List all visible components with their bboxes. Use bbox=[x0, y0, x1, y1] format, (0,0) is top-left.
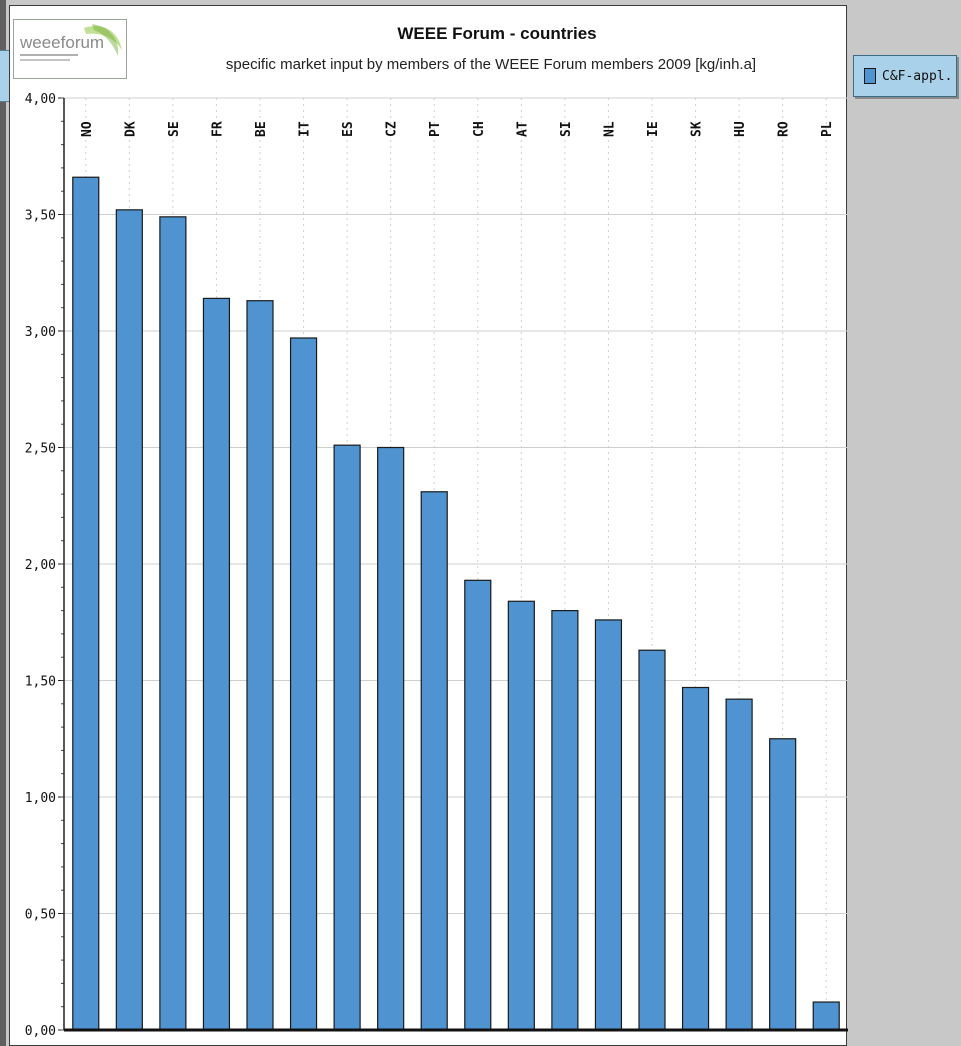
bar-sk bbox=[681, 686, 710, 1031]
y-tick-label: 2,00 bbox=[25, 558, 56, 573]
grid-layer bbox=[64, 97, 848, 1030]
bars-layer bbox=[72, 176, 840, 1031]
bar-ie bbox=[638, 649, 666, 1031]
logo-weee-text: weeeforum bbox=[19, 33, 104, 52]
bar-nl bbox=[594, 619, 623, 1031]
category-label-hu: HU bbox=[733, 121, 748, 137]
bar-si bbox=[551, 609, 579, 1031]
category-label-no: NO bbox=[80, 121, 95, 137]
y-tick-label: 3,00 bbox=[25, 325, 56, 340]
category-label-nl: NL bbox=[602, 121, 617, 137]
category-label-dk: DK bbox=[123, 121, 138, 137]
legend-swatch-cf-appl bbox=[864, 68, 876, 84]
bar-no bbox=[72, 176, 100, 1031]
window-left-edge bbox=[0, 0, 6, 1046]
category-label-ie: IE bbox=[646, 121, 661, 137]
bar-fr bbox=[202, 297, 231, 1031]
bar-pt bbox=[420, 491, 448, 1031]
y-tick-label: 4,00 bbox=[25, 92, 56, 107]
category-label-si: SI bbox=[559, 121, 574, 137]
bar-dk bbox=[115, 209, 143, 1031]
category-label-ch: CH bbox=[472, 121, 487, 137]
bar-ch bbox=[464, 579, 492, 1031]
category-label-es: ES bbox=[341, 121, 356, 137]
chart-title: WEEE Forum - countries bbox=[397, 24, 596, 43]
labels-layer: 0,00 0,50 1,00 1,50 2,00 2,50 3,00 3,50 4,00 NO DK… bbox=[25, 92, 836, 1039]
logo-graphic: weeeforum bbox=[19, 24, 122, 61]
category-label-cz: CZ bbox=[385, 121, 400, 137]
category-label-at: AT bbox=[515, 121, 530, 137]
bar-cz bbox=[377, 446, 405, 1031]
category-label-sk: SK bbox=[690, 121, 705, 137]
y-tick-label: 2,50 bbox=[25, 442, 56, 457]
chart-subtitle: specific market input by members of the … bbox=[226, 56, 756, 73]
bar-at bbox=[507, 600, 535, 1031]
y-tick-label: 0,00 bbox=[25, 1024, 56, 1039]
category-label-pl: PL bbox=[820, 121, 835, 137]
bar-se bbox=[159, 216, 187, 1031]
axes-layer bbox=[58, 97, 848, 1032]
y-tick-label: 3,50 bbox=[25, 209, 56, 224]
y-tick-label: 0,50 bbox=[25, 908, 56, 923]
legend-box[interactable]: C&F-appl. bbox=[853, 55, 957, 97]
y-tick-label: 1,00 bbox=[25, 791, 56, 806]
bar-ro bbox=[769, 738, 797, 1031]
category-label-fr: FR bbox=[210, 121, 225, 137]
category-label-pt: PT bbox=[428, 121, 443, 137]
y-tick-label: 1,50 bbox=[25, 675, 56, 690]
category-label-ro: RO bbox=[777, 121, 792, 137]
legend-label-cf-appl: C&F-appl. bbox=[882, 68, 953, 84]
weee-forum-logo: weeeforum bbox=[13, 19, 127, 79]
category-label-be: BE bbox=[254, 121, 269, 137]
bar-es bbox=[333, 444, 361, 1031]
category-label-it: IT bbox=[298, 121, 313, 137]
bar-be bbox=[246, 300, 274, 1031]
bar-hu bbox=[725, 698, 753, 1031]
bar-pl bbox=[812, 1001, 840, 1031]
category-label-se: SE bbox=[167, 121, 182, 137]
bar-it bbox=[289, 337, 318, 1031]
